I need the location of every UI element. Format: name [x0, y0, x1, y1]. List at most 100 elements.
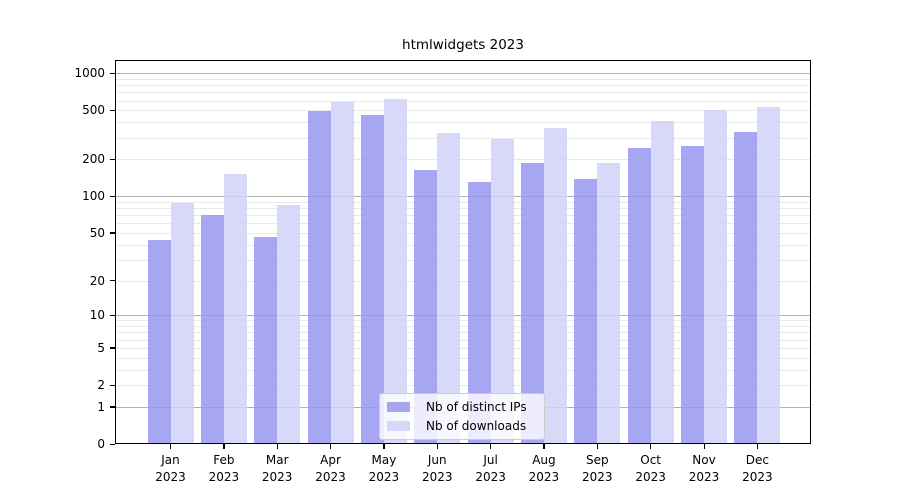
x-axis-tick-year: 2023 [528, 470, 560, 485]
bar-downloads-oct [650, 121, 674, 444]
chart-title: htmlwidgets 2023 [402, 37, 524, 53]
x-axis-tick-year: 2023 [635, 470, 666, 485]
x-axis-tick-year: 2023 [208, 470, 240, 485]
x-axis-tick-year: 2023 [742, 470, 773, 485]
x-axis-tick-year: 2023 [688, 470, 720, 485]
gridline-minor [115, 92, 811, 94]
gridline-minor [115, 159, 811, 161]
legend: Nb of distinct IPs Nb of downloads [379, 393, 545, 440]
x-axis-tick [596, 444, 599, 449]
gridline-minor [115, 110, 811, 112]
x-axis-tick-label-jun: Jun 2023 [405, 452, 469, 487]
y-axis-tick-label: 200 [82, 152, 105, 167]
y-axis-tick [110, 72, 115, 75]
y-axis-tick [110, 232, 115, 234]
legend-label-distinct-ips: Nb of distinct IPs [426, 400, 527, 414]
x-axis-tick [703, 444, 705, 449]
x-axis-tick [436, 444, 439, 449]
bar-distinct-ips-jun [414, 169, 438, 444]
gridline-minor [115, 280, 811, 282]
x-axis-tick-year: 2023 [475, 470, 506, 485]
legend-item-downloads: Nb of downloads [387, 419, 537, 433]
gridline-minor [115, 232, 811, 234]
bar-downloads-mar [277, 204, 301, 444]
bar-downloads-jun [437, 132, 461, 444]
y-axis-tick [110, 384, 115, 386]
bar-downloads-may [383, 99, 407, 444]
x-axis-tick-year: 2023 [368, 470, 400, 485]
gridline-major [115, 315, 811, 317]
legend-label-downloads: Nb of downloads [426, 419, 527, 433]
y-axis-tick [110, 406, 115, 408]
gridline-major [115, 73, 811, 75]
bar-distinct-ips-mar [254, 237, 278, 444]
bar-distinct-ips-sep [574, 178, 598, 444]
x-axis-tick-label-may: May 2023 [352, 452, 416, 487]
y-axis-tick-label: 100 [82, 189, 105, 204]
y-axis-tick-label: 5 [97, 340, 105, 355]
x-axis-tick-year: 2023 [155, 470, 186, 485]
gridline-minor [115, 78, 811, 80]
y-axis-tick [110, 443, 115, 445]
bar-distinct-ips-dec [734, 132, 758, 444]
legend-swatch-downloads [387, 421, 410, 431]
bar-distinct-ips-feb [200, 215, 224, 444]
bar-distinct-ips-may [360, 115, 384, 444]
gridline-major [115, 196, 811, 198]
gridline-minor [115, 332, 811, 334]
x-axis-tick [223, 444, 225, 449]
x-axis-tick-year: 2023 [582, 470, 613, 485]
gridline-minor [115, 201, 811, 203]
x-axis-tick-label-feb: Feb 2023 [192, 452, 256, 487]
x-axis-tick [383, 444, 385, 449]
y-axis-tick [110, 109, 115, 112]
x-axis-tick-year: 2023 [421, 470, 453, 485]
x-axis-tick-year: 2023 [261, 470, 293, 485]
x-axis-tick-label-sep: Sep 2023 [565, 452, 629, 487]
bar-downloads-dec [757, 107, 781, 444]
bar-distinct-ips-apr [307, 110, 331, 444]
gridline-minor [115, 223, 811, 225]
y-axis-tick [110, 347, 115, 349]
y-axis-tick [110, 158, 115, 161]
gridline-minor [115, 357, 811, 359]
x-axis-tick [650, 444, 652, 449]
y-axis-tick [110, 280, 115, 282]
y-axis-tick-label: 20 [89, 273, 105, 288]
x-axis-tick [490, 444, 492, 449]
bar-distinct-ips-jan [147, 239, 171, 444]
gridline-minor [115, 208, 811, 210]
x-axis-tick-label-oct: Oct 2023 [619, 452, 683, 487]
x-axis-tick-label-dec: Dec 2023 [725, 452, 789, 487]
y-axis-tick [110, 195, 115, 198]
x-axis-tick-label-mar: Mar 2023 [245, 452, 309, 487]
gridline-minor [115, 85, 811, 87]
bar-downloads-nov [704, 109, 727, 444]
x-axis-tick-label-apr: Apr 2023 [299, 452, 363, 487]
y-axis-tick-label: 1 [97, 399, 105, 414]
bar-downloads-feb [223, 174, 247, 444]
y-axis-tick [110, 314, 115, 317]
gridline-minor [115, 137, 811, 139]
legend-swatch-distinct-ips [387, 402, 410, 412]
x-axis-tick [276, 444, 278, 449]
legend-item-distinct-ips: Nb of distinct IPs [387, 400, 537, 414]
x-axis-tick-label-aug: Aug 2023 [512, 452, 576, 487]
gridline-minor [115, 259, 811, 261]
bar-downloads-jan [170, 203, 194, 444]
gridline-minor [115, 326, 811, 328]
bar-distinct-ips-nov [681, 146, 704, 444]
x-axis-tick-label-jan: Jan 2023 [139, 452, 203, 487]
bar-distinct-ips-aug [520, 162, 544, 444]
x-axis-tick-label-jul: Jul 2023 [459, 452, 523, 487]
y-axis-tick-label: 500 [82, 103, 105, 118]
bar-downloads-apr [330, 101, 354, 444]
gridline-minor [115, 385, 811, 387]
bar-downloads-sep [597, 162, 621, 444]
gridline-minor [115, 244, 811, 246]
y-axis-tick-label: 0 [97, 437, 105, 451]
x-axis-tick-label-nov: Nov 2023 [672, 452, 736, 487]
gridline-minor [115, 369, 811, 371]
x-axis-tick [543, 444, 545, 449]
y-axis-tick-label: 50 [89, 225, 105, 240]
